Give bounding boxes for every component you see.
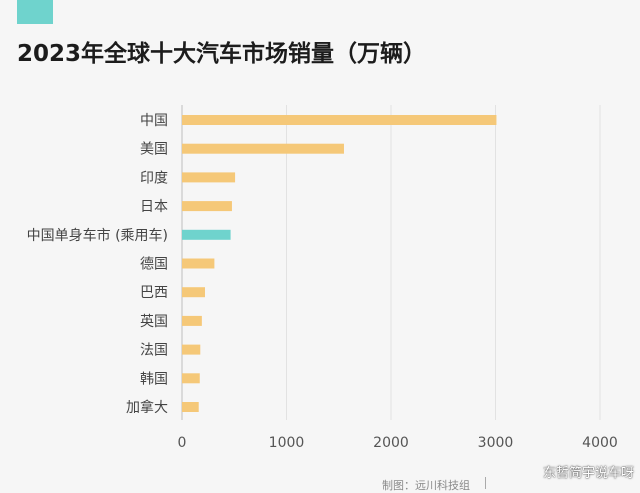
category-label: 德国 xyxy=(140,257,168,273)
x-tick-label: 1000 xyxy=(269,435,305,451)
category-label: 韩国 xyxy=(140,371,168,387)
x-tick-label: 0 xyxy=(178,435,187,451)
footer-credit: 制图：远川科技组 xyxy=(382,479,470,492)
watermark: 东哲简宇说车呀 xyxy=(542,466,634,481)
x-tick-label: 4000 xyxy=(582,435,618,451)
bar xyxy=(182,258,215,269)
bars xyxy=(182,115,497,412)
category-label: 印度 xyxy=(140,170,168,186)
x-tick-label: 3000 xyxy=(478,435,514,451)
bar xyxy=(182,315,202,326)
footer-divider xyxy=(485,477,486,489)
bar xyxy=(182,143,344,154)
category-label: 日本 xyxy=(140,199,168,215)
category-label: 中国 xyxy=(140,113,168,129)
category-label: 加拿大 xyxy=(126,399,168,416)
bar xyxy=(182,229,231,240)
category-label: 巴西 xyxy=(140,285,168,301)
bar xyxy=(182,172,236,183)
chart-title: 2023年全球十大汽车市场销量（万辆） xyxy=(17,41,427,67)
category-label: 英国 xyxy=(140,313,168,330)
bar xyxy=(182,115,497,125)
x-tick-label: 2000 xyxy=(373,435,409,451)
accent-block xyxy=(17,0,53,24)
x-tick-labels: 0 1000 2000 3000 4000 xyxy=(178,435,618,451)
bar xyxy=(182,287,205,298)
bar xyxy=(182,201,232,212)
category-label: 中国单身车市 (乘用车) xyxy=(27,227,168,244)
bar xyxy=(182,373,200,384)
category-label: 美国 xyxy=(140,142,168,158)
bar xyxy=(182,402,199,412)
bar xyxy=(182,344,201,355)
category-label: 法国 xyxy=(140,343,168,359)
